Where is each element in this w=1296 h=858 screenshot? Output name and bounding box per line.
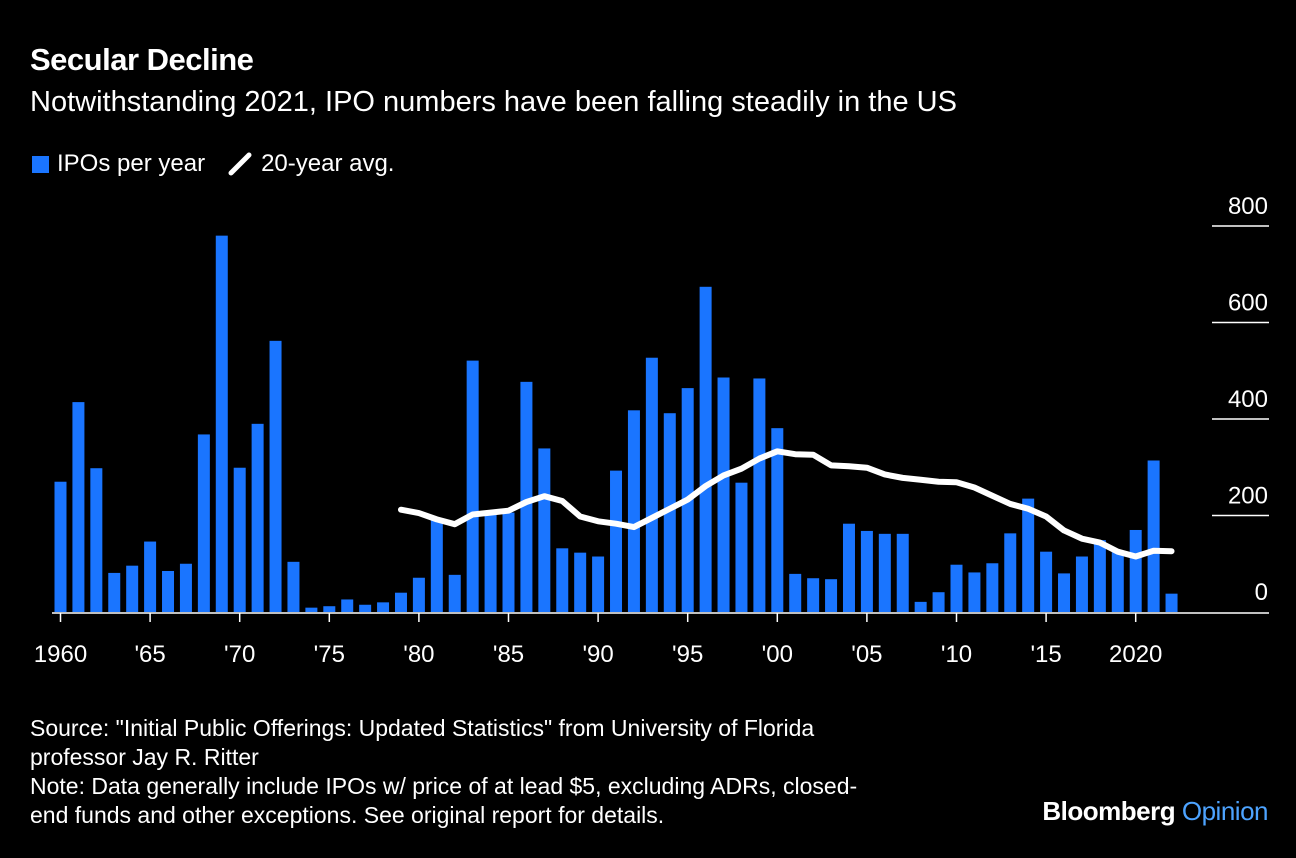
x-tick-label-2015: '15 (1030, 641, 1061, 668)
bar-1989 (574, 552, 587, 612)
bar-2019 (1111, 552, 1124, 612)
bar-1961 (72, 402, 85, 612)
bar-1974 (305, 607, 318, 612)
bar-1994 (663, 413, 676, 612)
bar-1969 (215, 235, 228, 612)
y-tick-label-600: 600 (1228, 290, 1268, 317)
bar-1988 (556, 548, 569, 612)
x-tick-label-1985: '85 (493, 641, 524, 668)
bar-2002 (807, 578, 820, 612)
x-tick-label-1975: '75 (314, 641, 345, 668)
source-line-1: Source: "Initial Public Offerings: Updat… (30, 715, 815, 741)
bar-1977 (359, 604, 372, 612)
ipo-chart: 0 200 400 600 800 1960 '65 '70 '75 '80 '85 '90 '95 '0… (34, 193, 1269, 668)
bar-1968 (197, 434, 210, 612)
bar-2001 (789, 573, 802, 612)
bar-1963 (108, 572, 121, 612)
bar-1967 (179, 563, 192, 612)
note-line-1: Note: Data generally include IPOs w/ pri… (30, 773, 858, 799)
bar-1984 (484, 512, 497, 612)
bar-2017 (1075, 556, 1088, 612)
bar-1972 (269, 340, 282, 612)
bar-1996 (699, 286, 712, 612)
bar-1992 (627, 410, 640, 612)
bar-2018 (1093, 540, 1106, 612)
chart-subtitle: Notwithstanding 2021, IPO numbers have b… (30, 86, 957, 118)
x-tick-label-1990: '90 (582, 641, 613, 668)
x-tick-label-1960: 1960 (34, 641, 87, 668)
bar-2006 (878, 533, 891, 612)
bar-2000 (771, 428, 784, 612)
bar-1973 (287, 561, 300, 612)
bar-1985 (502, 512, 515, 612)
bar-2021 (1147, 460, 1160, 612)
bar-1971 (251, 423, 264, 612)
x-tick-label-2000: '00 (762, 641, 793, 668)
bar-1998 (735, 482, 748, 612)
footnotes: Source: "Initial Public Offerings: Updat… (30, 714, 1030, 830)
y-tick-label-400: 400 (1228, 386, 1268, 413)
bar-2004 (842, 523, 855, 612)
bar-1981 (430, 519, 443, 612)
bar-1966 (162, 570, 175, 612)
legend-bar-swatch (32, 155, 49, 173)
bar-2016 (1058, 573, 1071, 612)
y-tick-label-0: 0 (1255, 579, 1268, 606)
legend-bar-label: IPOs per year (57, 150, 206, 177)
x-tick-label-2020: 2020 (1109, 641, 1162, 668)
bar-1962 (90, 468, 103, 612)
legend-line-swatch (228, 152, 252, 176)
bar-1990 (592, 556, 605, 612)
legend-line-label: 20-year avg. (261, 150, 395, 177)
bar-1960 (54, 481, 67, 612)
bar-1982 (448, 574, 461, 612)
bar-1986 (520, 381, 533, 612)
bar-1975 (323, 606, 336, 612)
bar-1970 (233, 467, 246, 612)
legend: IPOs per year 20-year avg. (32, 150, 394, 178)
logo-section: Opinion (1181, 796, 1269, 826)
bar-1991 (610, 470, 623, 612)
bar-1979 (394, 592, 407, 612)
y-tick-label-800: 800 (1228, 193, 1268, 220)
bar-2015 (1040, 551, 1053, 612)
x-tick-label-1995: '95 (672, 641, 703, 668)
bar-2020 (1129, 529, 1142, 612)
x-tick-label-1980: '80 (403, 641, 434, 668)
bar-1997 (717, 377, 730, 612)
bar-2010 (950, 564, 963, 612)
x-tick-label-1965: '65 (134, 641, 165, 668)
note-line-2: end funds and other exceptions. See orig… (30, 802, 665, 828)
y-tick-label-200: 200 (1228, 483, 1268, 510)
bar-1976 (341, 599, 354, 612)
bar-2011 (968, 572, 981, 612)
bar-1978 (377, 602, 390, 612)
logo-brand: Bloomberg (1042, 796, 1176, 826)
bloomberg-opinion-logo: Bloomberg Opinion (1042, 796, 1268, 827)
bar-2009 (932, 592, 945, 612)
bar-1987 (538, 448, 551, 612)
x-tick-label-2005: '05 (851, 641, 882, 668)
x-tick-label-1970: '70 (224, 641, 255, 668)
bar-2012 (986, 563, 999, 612)
chart-title: Secular Decline (30, 42, 254, 77)
x-tick-label-2010: '10 (941, 641, 972, 668)
bar-2003 (825, 579, 838, 612)
bar-2005 (860, 530, 873, 612)
bar-1983 (466, 360, 479, 612)
bar-2013 (1004, 533, 1017, 612)
source-line-2: professor Jay R. Ritter (30, 744, 259, 770)
avg-line (397, 448, 1175, 560)
bar-1965 (144, 541, 157, 612)
bar-2014 (1022, 498, 1035, 612)
bar-1993 (645, 357, 658, 612)
bar-2008 (914, 601, 927, 612)
bar-1999 (753, 378, 766, 612)
bar-1964 (126, 565, 139, 612)
bar-2007 (896, 533, 909, 612)
bar-2022 (1165, 593, 1178, 612)
bar-1980 (412, 577, 425, 612)
